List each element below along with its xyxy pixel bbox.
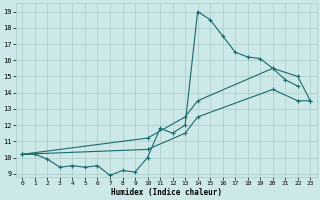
X-axis label: Humidex (Indice chaleur): Humidex (Indice chaleur): [111, 188, 222, 197]
